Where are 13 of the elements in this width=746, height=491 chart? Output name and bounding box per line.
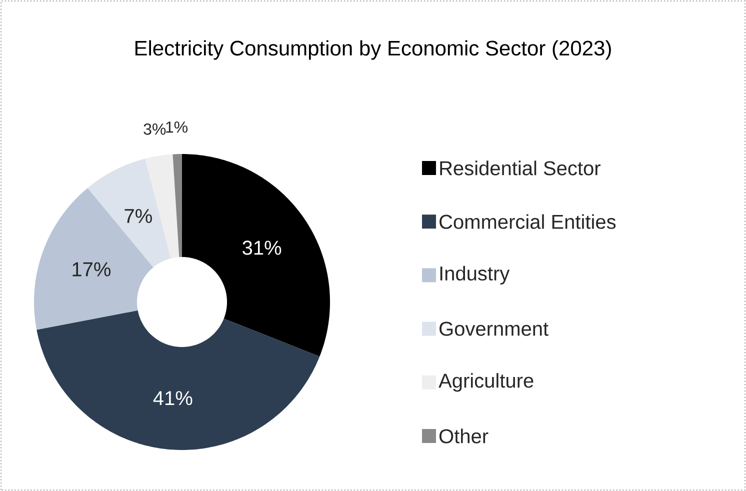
data-label: 7% bbox=[124, 209, 152, 224]
data-label: 41% bbox=[153, 391, 192, 406]
legend-label: Other bbox=[439, 428, 488, 444]
legend-label: Industry bbox=[440, 266, 510, 285]
chart-title: Electricity Consumption by Economic Sector (2023) bbox=[135, 40, 611, 60]
data-label: 1% bbox=[166, 121, 188, 133]
legend-label: Agriculture bbox=[438, 373, 534, 392]
data-label: 3% bbox=[144, 123, 166, 135]
data-label: 17% bbox=[72, 262, 111, 276]
legend-label: Residential Sector bbox=[440, 160, 600, 176]
legend-label: Commercial Entities bbox=[440, 214, 616, 229]
data-label: 31% bbox=[242, 240, 282, 255]
legend-label: Government bbox=[440, 322, 548, 336]
